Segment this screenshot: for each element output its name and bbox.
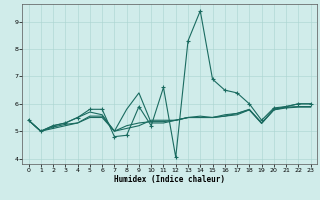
X-axis label: Humidex (Indice chaleur): Humidex (Indice chaleur) [114, 175, 225, 184]
